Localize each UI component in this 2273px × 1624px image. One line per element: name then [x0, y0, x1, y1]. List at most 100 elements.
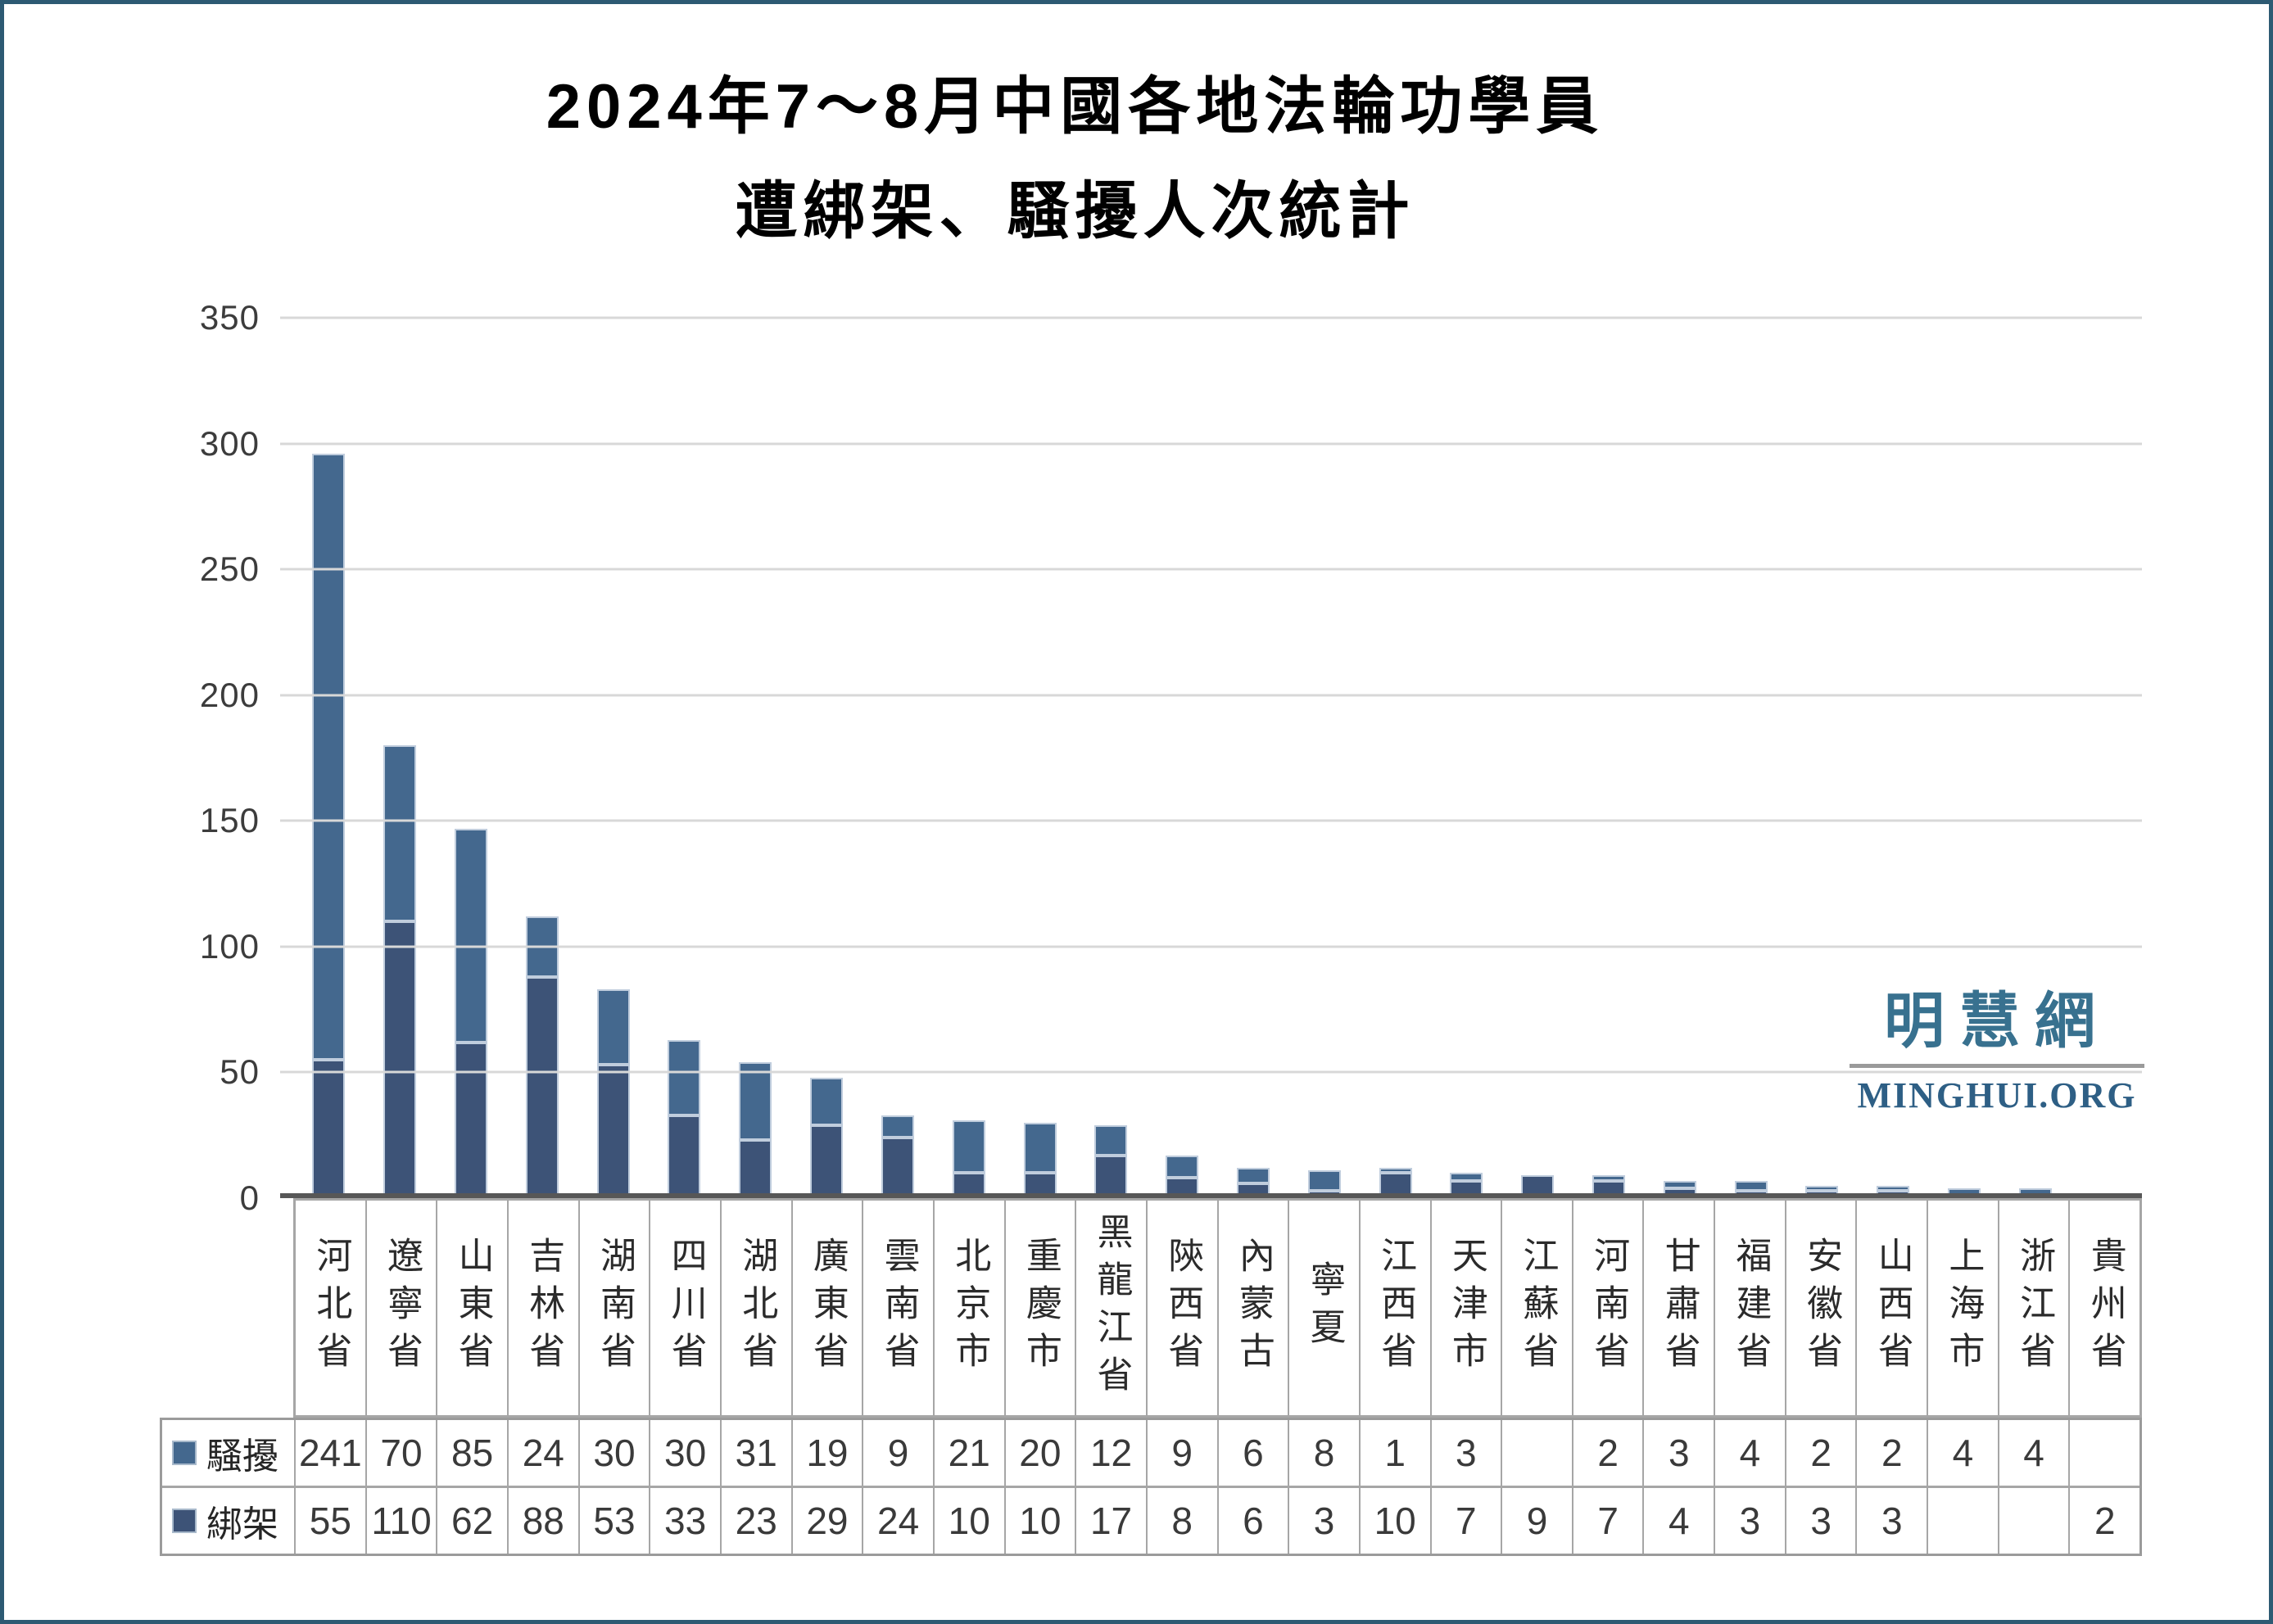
province-label: 廣東省 [807, 1237, 848, 1379]
bar-segment-騷擾 [1450, 1173, 1483, 1181]
province-label: 寧夏 [1304, 1260, 1345, 1355]
gridline [280, 694, 2142, 697]
bar-column [577, 318, 649, 1198]
value-cell: 241 [296, 1420, 367, 1486]
value-cell: 3 [1289, 1488, 1361, 1554]
province-label: 北京市 [949, 1237, 990, 1379]
value-cell [2070, 1420, 2139, 1486]
province-label: 貴州省 [2085, 1237, 2126, 1379]
province-label: 內蒙古 [1233, 1237, 1274, 1379]
stacked-bar [952, 1120, 985, 1198]
stacked-bar [881, 1115, 914, 1198]
province-cell: 陝西省 [1148, 1201, 1219, 1415]
province-cell: 貴州省 [2070, 1201, 2139, 1415]
value-cell: 3 [1432, 1420, 1503, 1486]
bar-column [863, 318, 934, 1198]
value-cell: 1 [1361, 1420, 1432, 1486]
value-cell: 30 [650, 1420, 722, 1486]
stacked-bar [596, 989, 630, 1198]
minghui-logo-divider [1850, 1064, 2144, 1069]
province-cell: 山東省 [437, 1201, 509, 1415]
y-axis-label: 350 [199, 298, 260, 337]
stacked-bar [1023, 1122, 1057, 1198]
bar-column [1715, 318, 1786, 1198]
bar-segment-綁架 [525, 976, 559, 1198]
value-cell: 7 [1573, 1488, 1645, 1554]
province-cell: 江蘇省 [1502, 1201, 1573, 1415]
province-cell: 內蒙古 [1219, 1201, 1290, 1415]
value-cell: 2 [1857, 1420, 1929, 1486]
value-cell: 7 [1432, 1488, 1503, 1554]
province-cell: 安徽省 [1786, 1201, 1858, 1415]
bar-column [1502, 318, 1573, 1198]
province-cell: 江西省 [1361, 1201, 1432, 1415]
stacked-bar [739, 1062, 772, 1198]
table-row: 騷擾 241 70 85 24 30 30 31 19 9 21 20 12 9 6 8 1 3 2 3 4 2 2 4 4 [162, 1420, 2139, 1486]
bar-segment-綁架 [383, 921, 417, 1198]
value-cell: 88 [509, 1488, 580, 1554]
province-cell: 雲南省 [863, 1201, 935, 1415]
value-cell: 17 [1076, 1488, 1148, 1554]
minghui-logo: 明慧網 MINGHUI.ORG [1850, 982, 2144, 1116]
bar-segment-騷擾 [1307, 1170, 1341, 1191]
bar-segment-綁架 [312, 1060, 346, 1198]
bar-segment-綁架 [1094, 1155, 1128, 1198]
bar-segment-綁架 [810, 1124, 844, 1198]
value-cell: 31 [722, 1420, 793, 1486]
province-cell: 天津市 [1432, 1201, 1503, 1415]
province-cell: 甘肅省 [1644, 1201, 1716, 1415]
bar-column [791, 318, 863, 1198]
value-cell: 29 [793, 1488, 864, 1554]
province-label: 安徽省 [1801, 1237, 1842, 1379]
value-cell [1928, 1488, 1999, 1554]
value-cell: 6 [1219, 1488, 1290, 1554]
bar-column [1004, 318, 1075, 1198]
x-axis-line [280, 1193, 2142, 1198]
province-label: 浙江省 [2014, 1237, 2055, 1379]
province-label: 河北省 [310, 1237, 351, 1379]
province-cell: 福建省 [1715, 1201, 1786, 1415]
bar-segment-騷擾 [596, 989, 630, 1065]
value-cell: 3 [1715, 1488, 1786, 1554]
bar-column [293, 318, 364, 1198]
value-cell: 53 [580, 1488, 651, 1554]
legend-label: 騷擾 [206, 1436, 278, 1477]
value-cell [1999, 1488, 2071, 1554]
value-cell: 55 [296, 1488, 367, 1554]
value-cell: 24 [509, 1420, 580, 1486]
value-cell: 3 [1786, 1488, 1858, 1554]
province-cell: 吉林省 [509, 1201, 580, 1415]
value-cell: 24 [863, 1488, 935, 1554]
province-label: 福建省 [1730, 1237, 1771, 1379]
y-axis-label: 200 [199, 675, 260, 714]
bar-segment-騷擾 [1877, 1185, 1910, 1191]
y-axis: 350 300 250 200 150 100 50 0 [4, 298, 260, 1217]
value-cell: 9 [863, 1420, 935, 1486]
bar-segment-騷擾 [312, 453, 346, 1061]
bar-segment-綁架 [881, 1138, 914, 1198]
table-row: 綁架 55 110 62 88 53 33 23 29 24 10 10 17 8 6 3 10 7 9 7 4 3 3 3 2 [162, 1486, 2139, 1554]
bar-column [649, 318, 720, 1198]
legend-label: 綁架 [206, 1504, 278, 1545]
chart-title-line1: 2024年7～8月中國各地法輪功學員 [546, 72, 1605, 142]
province-label: 吉林省 [523, 1237, 564, 1379]
province-label: 天津市 [1446, 1237, 1487, 1379]
value-cell: 9 [1502, 1488, 1573, 1554]
value-cell: 85 [437, 1420, 509, 1486]
bar-column [933, 318, 1004, 1198]
province-label: 雲南省 [878, 1237, 919, 1379]
gridline [280, 442, 2142, 446]
value-cell: 33 [650, 1488, 722, 1554]
province-cell: 黑龍江省 [1076, 1201, 1148, 1415]
value-cell: 2 [1573, 1420, 1645, 1486]
bar-column [506, 318, 577, 1198]
bar-segment-騷擾 [739, 1062, 772, 1141]
bar-column [1644, 318, 1715, 1198]
province-label: 重慶市 [1020, 1237, 1061, 1379]
bar-segment-騷擾 [952, 1120, 985, 1174]
province-label: 黑龍江省 [1091, 1213, 1132, 1403]
province-label: 江蘇省 [1517, 1237, 1558, 1379]
province-cell: 浙江省 [1999, 1201, 2071, 1415]
province-label: 江西省 [1375, 1237, 1416, 1379]
stacked-bar [525, 916, 559, 1198]
